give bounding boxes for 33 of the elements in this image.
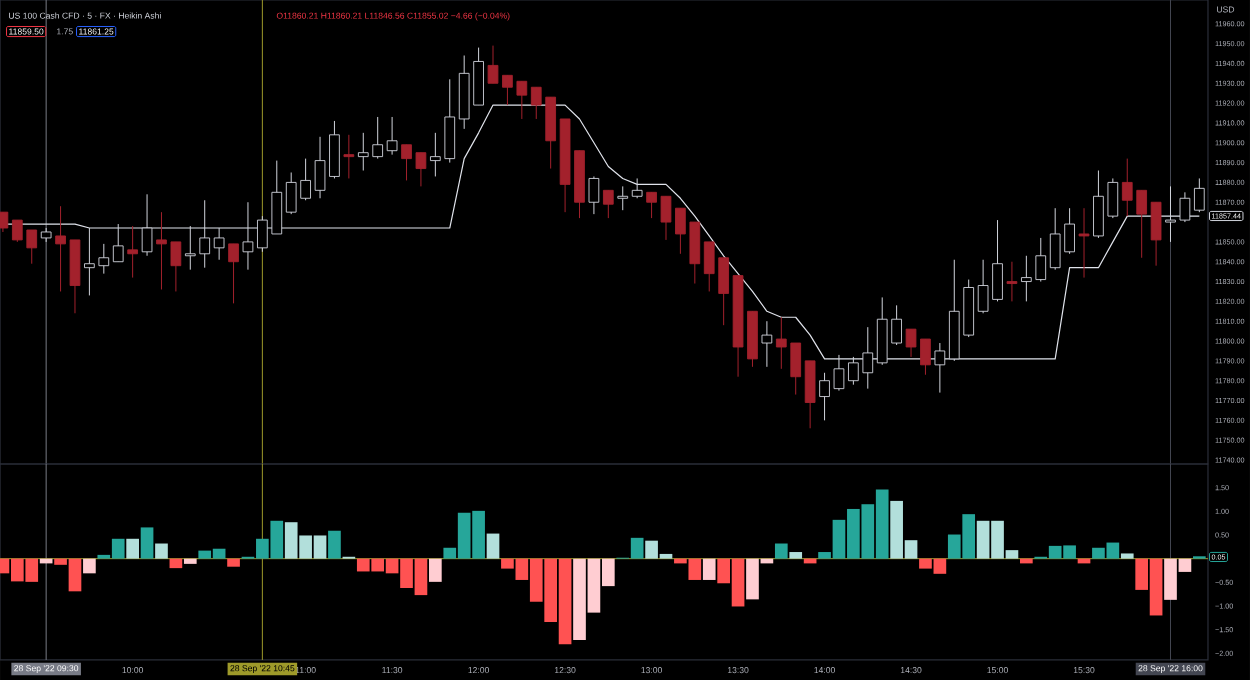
candlestick [1150, 201, 1162, 267]
candlestick [0, 211, 9, 233]
candlestick [127, 225, 138, 279]
bar [789, 552, 803, 559]
candlestick [804, 360, 816, 429]
candlestick [1078, 207, 1090, 279]
candlestick [213, 227, 225, 261]
bar [83, 558, 96, 574]
candlestick [588, 175, 600, 215]
candlestick [343, 134, 355, 179]
bar [169, 558, 183, 569]
bar [126, 538, 139, 559]
candlestick [1006, 261, 1018, 302]
bar [429, 558, 442, 582]
bar [155, 543, 168, 559]
bar [183, 558, 197, 564]
candlestick [602, 189, 614, 219]
bar [1120, 553, 1134, 559]
bar [774, 543, 788, 559]
candlestick [761, 320, 773, 368]
candlestick [112, 223, 124, 263]
candlestick [934, 342, 946, 394]
bar [140, 527, 154, 559]
candlestick [386, 116, 398, 156]
candlestick [228, 243, 239, 304]
candlestick [617, 185, 629, 211]
bar [328, 530, 341, 559]
bar [227, 558, 240, 567]
candlestick [1193, 177, 1205, 213]
candlestick [141, 193, 153, 257]
bar [702, 558, 716, 580]
candlestick [631, 177, 643, 199]
bar [486, 533, 500, 559]
